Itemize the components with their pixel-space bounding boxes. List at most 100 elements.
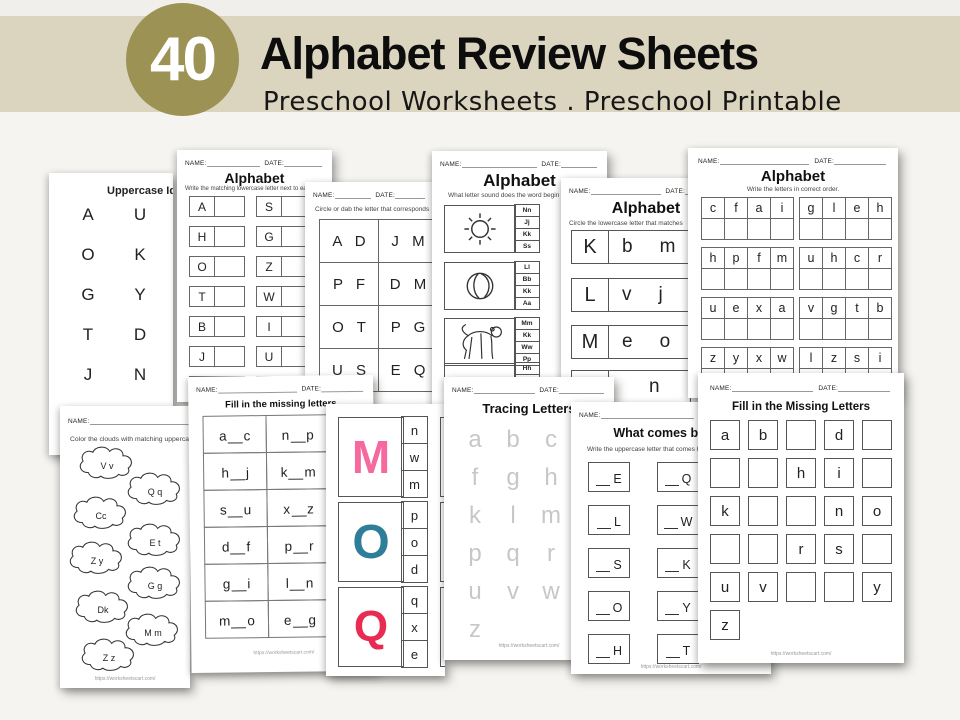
date-label: DATE: xyxy=(814,158,834,165)
option: m xyxy=(659,236,676,257)
instruction: What letter sound does the word begin wi… xyxy=(448,192,577,199)
picture-box xyxy=(444,205,516,253)
next-column-box xyxy=(440,502,445,582)
match-row: K b m xyxy=(571,230,691,264)
letter: m xyxy=(219,613,231,629)
letter: l xyxy=(822,197,846,219)
tracing-letter: k xyxy=(469,502,481,529)
answer-box xyxy=(822,268,846,290)
name-label: NAME: xyxy=(579,412,601,419)
cloud-label: E t xyxy=(149,538,161,548)
letter: a xyxy=(218,428,227,444)
option: m xyxy=(401,470,428,498)
alphabet-cell: y xyxy=(862,572,892,602)
name-blank-line xyxy=(600,410,695,419)
tracing-letter: p xyxy=(468,540,482,567)
letter-pair: E Q xyxy=(378,348,433,392)
letter: O xyxy=(81,245,95,264)
before-box: O xyxy=(588,591,630,621)
cloud-shape: V v xyxy=(76,444,138,480)
option-list: n w m xyxy=(401,416,428,498)
letter: k xyxy=(280,464,288,480)
date-label: DATE: xyxy=(375,192,395,199)
letter: s xyxy=(845,347,869,369)
alphabet-cell: z xyxy=(710,610,740,640)
answer-box xyxy=(214,196,245,217)
answer-row xyxy=(799,268,892,290)
alphabet-cell: k xyxy=(710,496,740,526)
letter: U xyxy=(133,205,147,224)
option: e xyxy=(401,640,428,668)
page-title: Alphabet Review Sheets xyxy=(260,28,759,79)
alphabet-cell xyxy=(862,458,892,488)
cloud-label: G g xyxy=(147,581,163,591)
letter: h xyxy=(868,197,892,219)
answer-box xyxy=(214,256,245,277)
blank-line xyxy=(227,430,243,444)
sun-icon xyxy=(464,213,496,245)
answer-box xyxy=(799,268,823,290)
letter: H xyxy=(612,644,623,658)
sound-item: Ll Bb Kk Aa xyxy=(444,261,554,310)
answer-box xyxy=(214,226,245,247)
letter: p xyxy=(284,538,293,554)
date-blank-line xyxy=(321,382,364,393)
answer-box xyxy=(701,318,725,340)
name-date-line: NAME: DATE: xyxy=(313,190,425,199)
letter: L xyxy=(614,515,621,529)
sheet-correct-order: NAME: DATE: Alphabet Write the letters i… xyxy=(688,148,898,398)
letter: O xyxy=(189,256,215,277)
answer-box xyxy=(701,218,725,240)
name-line: NAME: xyxy=(68,416,190,425)
answer-box xyxy=(747,268,771,290)
answer-box xyxy=(214,316,245,337)
alphabet-cell xyxy=(786,572,816,602)
letter: y xyxy=(724,347,748,369)
before-box: W xyxy=(657,505,699,535)
blank-line xyxy=(665,647,680,658)
count: 40 xyxy=(150,25,217,94)
letter: f xyxy=(724,197,748,219)
name-label: NAME: xyxy=(68,418,90,425)
alphabet-cell xyxy=(748,534,778,564)
letter: G xyxy=(256,226,282,247)
name-date-line: NAME: DATE: xyxy=(452,385,604,394)
alphabet-cell xyxy=(710,458,740,488)
alphabet-cell xyxy=(786,420,816,450)
alphabet-cell: i xyxy=(824,458,854,488)
site-url: https://worksheetscart.com/ xyxy=(770,651,832,657)
letter: z xyxy=(307,501,314,517)
letter: K xyxy=(682,558,691,572)
cloud-icon xyxy=(127,523,180,556)
letter: m xyxy=(304,464,316,480)
name-date-line: NAME: DATE: xyxy=(710,383,890,392)
answer-box xyxy=(868,218,892,240)
answer-box xyxy=(845,218,869,240)
sheet-title: Alphabet xyxy=(611,200,681,217)
letter-row: S xyxy=(256,196,312,217)
monkey-icon xyxy=(461,324,502,359)
name-label: NAME: xyxy=(452,387,474,394)
match-item: Q q x e xyxy=(338,586,445,668)
letter: g xyxy=(799,197,823,219)
date-label: DATE: xyxy=(264,160,284,167)
instruction: Circle or dab the letter that correspond… xyxy=(315,206,430,213)
answer-box xyxy=(724,318,748,340)
letter: W xyxy=(680,515,693,529)
answer-box xyxy=(724,218,748,240)
letter: f xyxy=(747,247,771,269)
letter: v xyxy=(799,297,823,319)
letter: g xyxy=(822,297,846,319)
before-box: Q xyxy=(657,462,699,492)
